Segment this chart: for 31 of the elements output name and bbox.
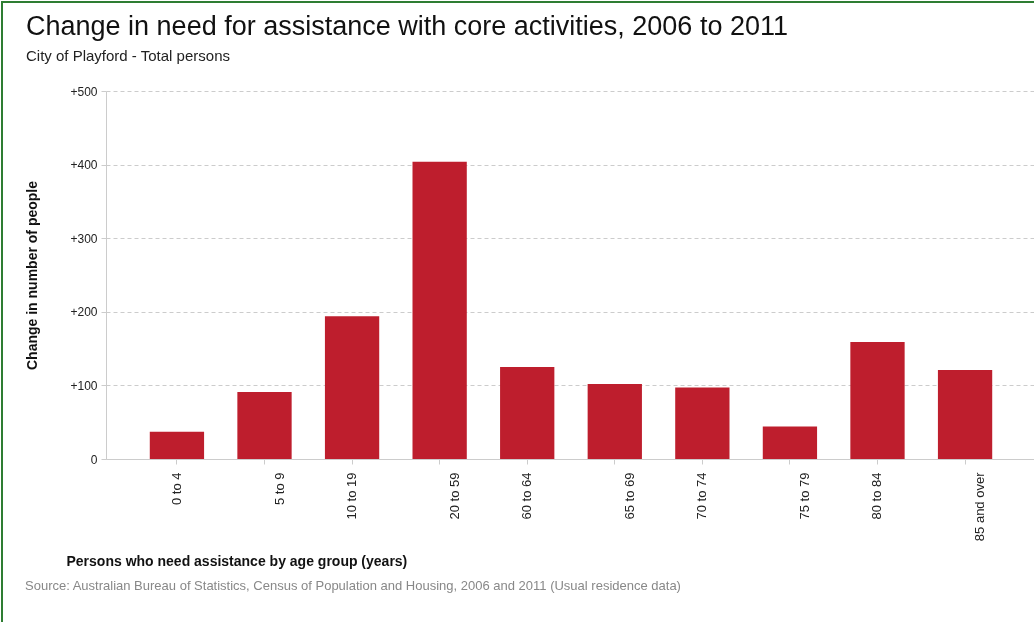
bar bbox=[587, 383, 642, 459]
bar bbox=[149, 431, 205, 459]
y-tick-label: +500 bbox=[70, 84, 98, 99]
x-tick-label: 85 and over bbox=[972, 471, 988, 542]
bar bbox=[412, 161, 467, 459]
x-tick-label: 80 to 84 bbox=[869, 472, 885, 520]
x-tick-label: 0 to 4 bbox=[168, 472, 184, 506]
x-tick-label: 10 to 19 bbox=[344, 472, 360, 520]
y-tick-label: +200 bbox=[70, 305, 98, 320]
y-tick-label: +100 bbox=[70, 378, 98, 393]
x-tick-label: 60 to 64 bbox=[519, 472, 535, 520]
bar bbox=[850, 341, 905, 459]
x-axis-title: Persons who need assistance by age group (years) bbox=[66, 553, 408, 570]
x-tick-label: 5 to 9 bbox=[271, 472, 287, 506]
x-tick-label: 65 to 69 bbox=[621, 472, 637, 520]
bar bbox=[762, 426, 818, 459]
bar bbox=[937, 369, 993, 459]
y-tick-label: +300 bbox=[70, 231, 98, 246]
chart-title: Change in need for assistance with core activities, 2006 to 2011 bbox=[26, 11, 788, 41]
y-tick-label: 0 bbox=[90, 452, 98, 467]
chart-subtitle: City of Playford - Total persons bbox=[26, 47, 230, 64]
y-tick-label: +400 bbox=[70, 158, 98, 173]
bar bbox=[324, 316, 380, 459]
source-note: Source: Australian Bureau of Statistics, Census of Population and Housing, 2006 and 2011 (Usual residence data) bbox=[25, 578, 681, 594]
bar bbox=[500, 367, 555, 459]
bar bbox=[675, 387, 730, 459]
x-tick-label: 75 to 79 bbox=[796, 472, 812, 520]
y-axis-title: Change in number of people bbox=[24, 180, 41, 371]
bar bbox=[237, 392, 292, 459]
x-tick-label: 20 to 59 bbox=[446, 472, 462, 520]
x-tick-label: 70 to 74 bbox=[694, 472, 710, 520]
